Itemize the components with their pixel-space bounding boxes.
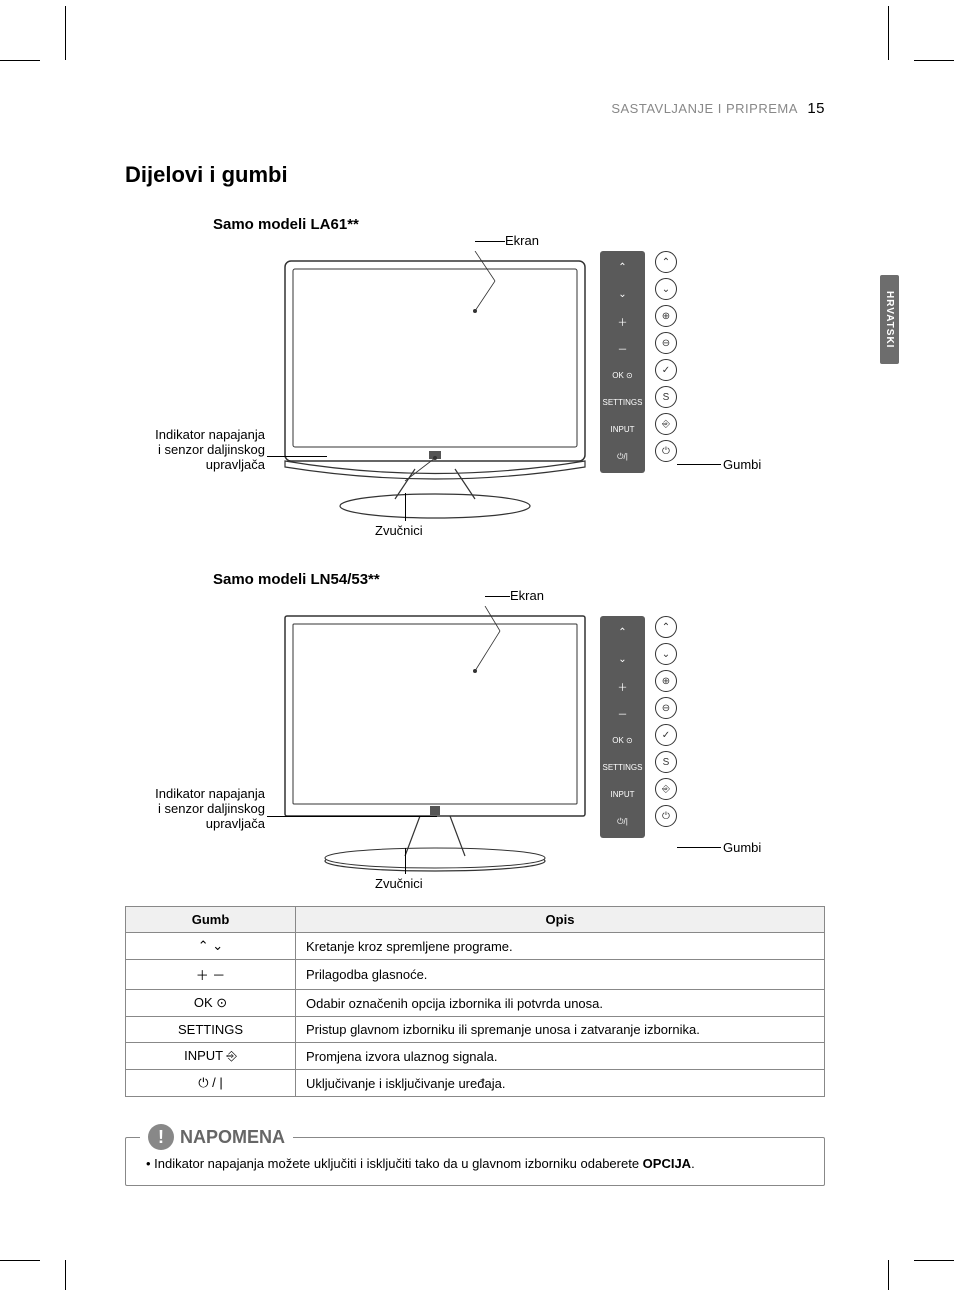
btn-ok: OK ⊙ — [600, 363, 645, 388]
circ-input: ⎆ — [655, 413, 677, 435]
table-row: ＋ －Prilagodba glasnoće. — [126, 960, 825, 990]
sym-input: INPUT ⎆ — [126, 1043, 296, 1070]
callout-indicator-b: Indikator napajanja i senzor daljinskog … — [115, 786, 265, 831]
circ-power: ⏻ — [655, 440, 677, 462]
btn-up: ⌃ — [600, 255, 645, 280]
btn-settings-b: SETTINGS — [600, 755, 645, 780]
table-row: OK ⊙Odabir označenih opcija izbornika il… — [126, 990, 825, 1017]
sym-power: ⏻ / | — [126, 1070, 296, 1097]
circle-icons-b: ⌃ ⌄ ⊕ ⊖ ✓ S ⎆ ⏻ — [655, 616, 677, 827]
circ-plus: ⊕ — [655, 305, 677, 327]
th-opis: Opis — [296, 907, 825, 933]
desc-input: Promjena izvora ulaznog signala. — [296, 1043, 825, 1070]
btn-input-b: INPUT — [600, 782, 645, 807]
circ-plus-b: ⊕ — [655, 670, 677, 692]
btn-input: INPUT — [600, 417, 645, 442]
circ-down-b: ⌄ — [655, 643, 677, 665]
callout-screen-a-text: Ekran — [505, 233, 539, 248]
callout-indicator-a: Indikator napajanja i senzor daljinskog … — [115, 427, 265, 472]
tv-illustration-b — [275, 606, 595, 886]
table-row: INPUT ⎆Promjena izvora ulaznog signala. — [126, 1043, 825, 1070]
note-title-text: NAPOMENA — [180, 1127, 285, 1148]
circ-settings: S — [655, 386, 677, 408]
model-a-title: Samo modeli LA61** — [213, 216, 825, 233]
callout-buttons-a: Gumbi — [723, 457, 761, 472]
btn-ok-b: OK ⊙ — [600, 728, 645, 753]
circ-minus-b: ⊖ — [655, 697, 677, 719]
btn-down-b: ⌄ — [600, 647, 645, 672]
desc-updown: Kretanje kroz spremljene programe. — [296, 933, 825, 960]
sym-settings: SETTINGS — [126, 1017, 296, 1043]
desc-power: Uključivanje i isključivanje uređaja. — [296, 1070, 825, 1097]
btn-up-b: ⌃ — [600, 620, 645, 645]
btn-minus: － — [600, 336, 645, 361]
btn-settings: SETTINGS — [600, 390, 645, 415]
exclamation-icon: ! — [148, 1124, 174, 1150]
th-gumb: Gumb — [126, 907, 296, 933]
page-number: 15 — [807, 100, 825, 117]
desc-plusminus: Prilagodba glasnoće. — [296, 960, 825, 990]
circ-settings-b: S — [655, 751, 677, 773]
note-text-pre: Indikator napajanja možete uključiti i i… — [154, 1156, 643, 1171]
note-text-post: . — [691, 1156, 695, 1171]
table-row: ⌃ ⌄Kretanje kroz spremljene programe. — [126, 933, 825, 960]
callout-screen-a: Ekran — [505, 233, 539, 248]
page-header: SASTAVLJANJE I PRIPREMA 15 — [611, 100, 825, 117]
btn-power: ⏻/| — [600, 444, 645, 469]
tv-illustration-a — [275, 251, 595, 531]
note-box: ! NAPOMENA Indikator napajanja možete uk… — [125, 1137, 825, 1186]
callout-speakers-b: Zvučnici — [375, 876, 423, 891]
callout-buttons-b: Gumbi — [723, 840, 761, 855]
diagram-a: Ekran ⌃ ⌄ ＋ － OK ⊙ SETTINGS INPUT ⏻/| ⌃ … — [125, 241, 825, 551]
buttons-table: Gumb Opis ⌃ ⌄Kretanje kroz spremljene pr… — [125, 906, 825, 1097]
language-tab: HRVATSKI — [880, 275, 899, 364]
circ-up: ⌃ — [655, 251, 677, 273]
btn-power-b: ⏻/| — [600, 809, 645, 834]
circ-input-b: ⎆ — [655, 778, 677, 800]
circ-minus: ⊖ — [655, 332, 677, 354]
button-strip-b: ⌃ ⌄ ＋ － OK ⊙ SETTINGS INPUT ⏻/| — [600, 616, 645, 838]
btn-minus-b: － — [600, 701, 645, 726]
section-title: Dijelovi i gumbi — [125, 162, 825, 188]
note-title: ! NAPOMENA — [140, 1124, 293, 1150]
desc-settings: Pristup glavnom izborniku ili spremanje … — [296, 1017, 825, 1043]
btn-plus-b: ＋ — [600, 674, 645, 699]
callout-speakers-a: Zvučnici — [375, 523, 423, 538]
sym-updown: ⌃ ⌄ — [126, 933, 296, 960]
model-b-title: Samo modeli LN54/53** — [213, 571, 825, 588]
note-text-bold: OPCIJA — [643, 1156, 691, 1171]
callout-screen-b-text: Ekran — [510, 588, 544, 603]
circ-ok-b: ✓ — [655, 724, 677, 746]
header-section: SASTAVLJANJE I PRIPREMA — [611, 101, 797, 116]
table-row: ⏻ / |Uključivanje i isključivanje uređaj… — [126, 1070, 825, 1097]
button-strip-a: ⌃ ⌄ ＋ － OK ⊙ SETTINGS INPUT ⏻/| — [600, 251, 645, 473]
circ-ok: ✓ — [655, 359, 677, 381]
note-item: Indikator napajanja možete uključiti i i… — [146, 1156, 806, 1171]
btn-down: ⌄ — [600, 282, 645, 307]
desc-ok: Odabir označenih opcija izbornika ili po… — [296, 990, 825, 1017]
circ-up-b: ⌃ — [655, 616, 677, 638]
btn-plus: ＋ — [600, 309, 645, 334]
circ-down: ⌄ — [655, 278, 677, 300]
sym-ok: OK ⊙ — [126, 990, 296, 1017]
diagram-b: Ekran ⌃ ⌄ ＋ － OK ⊙ SETTINGS INPUT ⏻/| ⌃ … — [125, 596, 825, 896]
table-row: SETTINGSPristup glavnom izborniku ili sp… — [126, 1017, 825, 1043]
circle-icons-a: ⌃ ⌄ ⊕ ⊖ ✓ S ⎆ ⏻ — [655, 251, 677, 462]
page-content: SASTAVLJANJE I PRIPREMA 15 Dijelovi i gu… — [125, 100, 825, 1186]
callout-screen-b: Ekran — [510, 588, 544, 603]
sym-plusminus: ＋ － — [126, 960, 296, 990]
circ-power-b: ⏻ — [655, 805, 677, 827]
